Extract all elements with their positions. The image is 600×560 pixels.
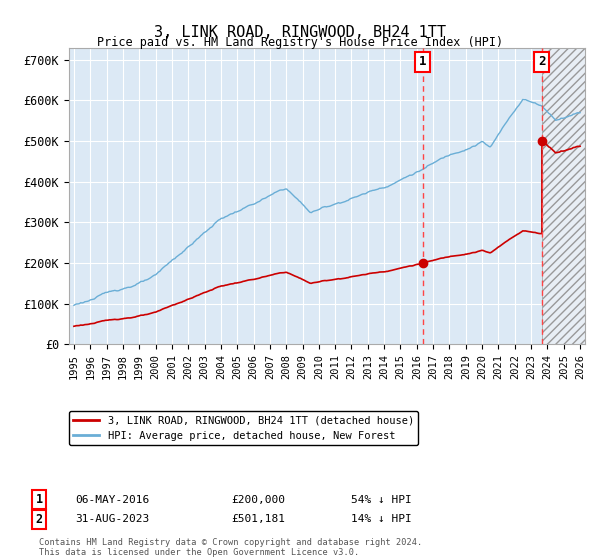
Text: Price paid vs. HM Land Registry's House Price Index (HPI): Price paid vs. HM Land Registry's House … bbox=[97, 36, 503, 49]
Text: 2: 2 bbox=[538, 55, 545, 68]
Text: 1: 1 bbox=[419, 55, 426, 68]
Text: 06-MAY-2016: 06-MAY-2016 bbox=[75, 494, 149, 505]
Text: £501,181: £501,181 bbox=[231, 514, 285, 524]
Text: 1: 1 bbox=[35, 493, 43, 506]
Text: Contains HM Land Registry data © Crown copyright and database right 2024.
This d: Contains HM Land Registry data © Crown c… bbox=[39, 538, 422, 557]
Text: 2: 2 bbox=[35, 512, 43, 526]
Text: 54% ↓ HPI: 54% ↓ HPI bbox=[351, 494, 412, 505]
Text: £200,000: £200,000 bbox=[231, 494, 285, 505]
Text: 31-AUG-2023: 31-AUG-2023 bbox=[75, 514, 149, 524]
Text: 3, LINK ROAD, RINGWOOD, BH24 1TT: 3, LINK ROAD, RINGWOOD, BH24 1TT bbox=[154, 25, 446, 40]
Bar bbox=[542, 48, 585, 344]
Legend: 3, LINK ROAD, RINGWOOD, BH24 1TT (detached house), HPI: Average price, detached : 3, LINK ROAD, RINGWOOD, BH24 1TT (detach… bbox=[69, 411, 418, 445]
Text: 14% ↓ HPI: 14% ↓ HPI bbox=[351, 514, 412, 524]
Bar bbox=[542, 48, 585, 344]
